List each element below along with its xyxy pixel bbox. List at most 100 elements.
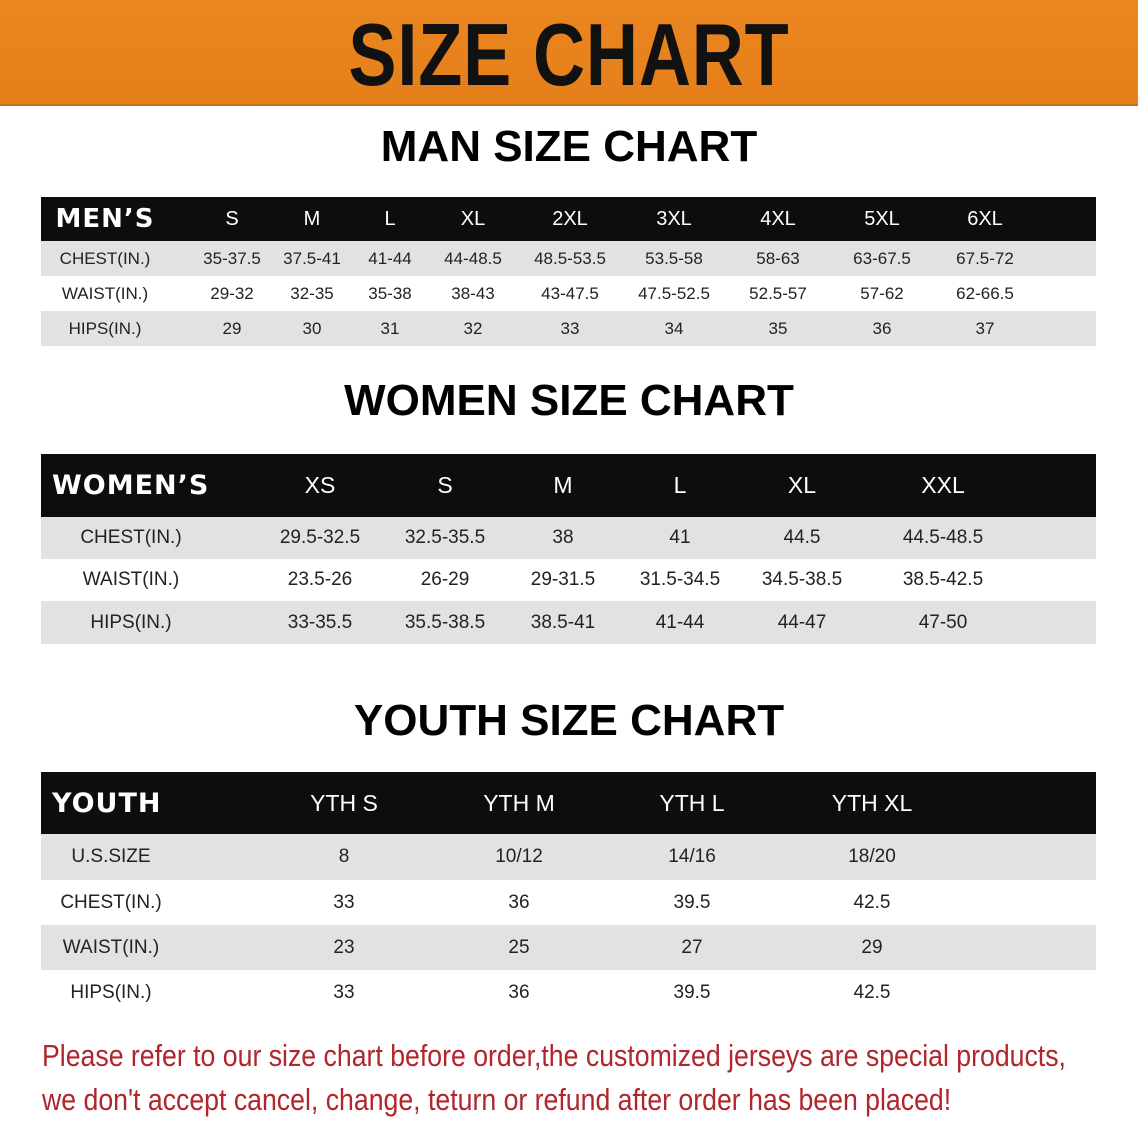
men-size-table: MEN’S S M L XL 2XL 3XL 4XL 5XL 6XL CHEST(IN.) 35-37… [41, 197, 1096, 346]
measurement-value: 48.5-53.5 [534, 248, 606, 268]
measurement-value: 39.5 [673, 891, 711, 913]
measurement-value: 29 [861, 936, 883, 958]
measurement-value: 35 [768, 318, 788, 338]
table-row: CHEST(IN.) 33 36 39.5 42.5 [41, 880, 1096, 925]
notice-line-1: Please refer to our size chart before or… [42, 1038, 1066, 1073]
measurement-value: 42.5 [853, 891, 891, 913]
measurement-label: CHEST(IN.) [60, 891, 162, 913]
measurement-value: 42.5 [853, 982, 891, 1003]
measurement-value: 44-47 [777, 611, 827, 633]
measurement-value: 30 [302, 318, 322, 338]
size-column-header: 3XL [656, 207, 692, 230]
table-row: WAIST(IN.) 23 25 27 29 [41, 925, 1096, 970]
measurement-value: 26-29 [420, 569, 470, 590]
measurement-value: 43-47.5 [541, 283, 599, 303]
measurement-value: 44.5-48.5 [902, 527, 984, 548]
measurement-label: HIPS(IN.) [70, 982, 152, 1003]
measurement-label: CHEST(IN.) [59, 248, 151, 268]
table-row: HIPS(IN.) 33-35.5 35.5-38.5 38.5-41 41-44 44-… [41, 601, 1096, 644]
table-row: CHEST(IN.) 35-37.5 37.5-41 41-44 44-48.5 48.5… [41, 241, 1096, 276]
size-column-header: YTH S [310, 789, 378, 816]
measurement-value: 36 [508, 891, 530, 913]
measurement-value: 57-62 [860, 283, 904, 303]
measurement-label: WAIST(IN.) [61, 283, 149, 303]
measurement-value: 33 [560, 318, 580, 338]
measurement-value: 41-44 [655, 611, 705, 633]
banner-title: SIZE CHART [348, 5, 790, 104]
measurement-value: 18/20 [848, 846, 896, 867]
measurement-value: 38-43 [451, 283, 495, 303]
measurement-value: 53.5-58 [645, 248, 703, 268]
measurement-label: WAIST(IN.) [82, 569, 180, 590]
measurement-value: 36 [872, 318, 892, 338]
size-column-header: 5XL [864, 207, 900, 230]
measurement-value: 37 [975, 318, 995, 338]
measurement-value: 27 [681, 936, 703, 958]
measurement-value: 39.5 [673, 982, 711, 1003]
size-column-header: YTH XL [831, 789, 913, 816]
measurement-value: 29 [222, 318, 242, 338]
measurement-value: 36 [508, 982, 530, 1003]
size-column-header: YTH L [659, 789, 725, 816]
measurement-value: 41-44 [368, 248, 412, 268]
size-column-header: L [384, 207, 396, 230]
youth-size-table: YOUTH YTH S YTH M YTH L YTH XL U.S.SIZE 8 10/12… [41, 772, 1096, 1016]
table-row: HIPS(IN.) 33 36 39.5 42.5 [41, 970, 1096, 1016]
size-column-header: S [225, 207, 239, 230]
youth-header-row: YOUTH YTH S YTH M YTH L YTH XL [41, 772, 1096, 834]
table-row: CHEST(IN.) 29.5-32.5 32.5-35.5 38 41 44.5 44.5… [41, 517, 1096, 559]
size-column-header: S [437, 472, 453, 498]
table-row: WAIST(IN.) 29-32 32-35 35-38 38-43 43-47.5 47.… [41, 276, 1096, 311]
measurement-value: 41 [669, 527, 691, 548]
measurement-value: 58-63 [756, 248, 800, 268]
size-column-header: M [303, 207, 321, 230]
size-column-header: 4XL [760, 207, 796, 230]
measurement-value: 23.5-26 [287, 569, 353, 590]
measurement-value: 14/16 [668, 846, 716, 867]
men-header-row: MEN’S S M L XL 2XL 3XL 4XL 5XL 6XL [41, 197, 1096, 241]
measurement-label: CHEST(IN.) [80, 527, 182, 548]
women-section-title: WOMEN SIZE CHART [344, 376, 794, 425]
measurement-label: WAIST(IN.) [62, 936, 160, 958]
measurement-value: 38 [552, 527, 574, 548]
measurement-value: 29-32 [210, 283, 254, 303]
women-size-table: WOMEN’S XS S M L XL XXL CHEST(IN.) 29.5-32.5 32.5… [41, 454, 1096, 645]
measurement-value: 35.5-38.5 [404, 611, 486, 633]
measurement-value: 31.5-34.5 [639, 569, 721, 590]
measurement-value: 32 [463, 318, 483, 338]
measurement-value: 29.5-32.5 [279, 527, 361, 548]
men-section-title: MAN SIZE CHART [380, 122, 758, 171]
size-column-header: YTH M [483, 789, 555, 816]
measurement-value: 62-66.5 [956, 283, 1014, 303]
measurement-label: U.S.SIZE [71, 846, 151, 867]
size-column-header: 2XL [552, 207, 588, 230]
size-column-header: XXL [921, 472, 965, 498]
measurement-value: 38.5-41 [530, 611, 596, 633]
size-column-header: XS [304, 472, 336, 498]
women-header-label: WOMEN’S [52, 470, 210, 501]
measurement-value: 34 [664, 318, 684, 338]
size-column-header: L [673, 472, 687, 498]
measurement-value: 67.5-72 [956, 248, 1014, 268]
size-column-header: XL [787, 472, 817, 498]
table-row: HIPS(IN.) 29 30 31 32 33 34 35 36 37 [41, 311, 1096, 346]
youth-header-label: YOUTH [52, 787, 162, 819]
measurement-value: 38.5-42.5 [902, 569, 984, 590]
measurement-value: 10/12 [495, 846, 543, 867]
table-row: WAIST(IN.) 23.5-26 26-29 29-31.5 31.5-34.5 34… [41, 559, 1096, 601]
measurement-value: 52.5-57 [749, 283, 807, 303]
measurement-value: 35-37.5 [203, 248, 261, 268]
measurement-value: 35-38 [368, 283, 412, 303]
size-column-header: 6XL [967, 207, 1003, 230]
measurement-value: 63-67.5 [853, 248, 911, 268]
measurement-value: 33-35.5 [287, 611, 353, 633]
youth-section-title: YOUTH SIZE CHART [353, 696, 785, 745]
size-column-header: XL [460, 207, 486, 230]
measurement-label: HIPS(IN.) [68, 318, 142, 338]
table-row: U.S.SIZE 8 10/12 14/16 18/20 [41, 834, 1096, 880]
measurement-value: 33 [333, 982, 355, 1003]
measurement-value: 33 [333, 891, 355, 913]
size-chart-banner: SIZE CHART [0, 0, 1138, 106]
measurement-value: 32.5-35.5 [404, 527, 486, 548]
measurement-value: 25 [508, 936, 530, 958]
